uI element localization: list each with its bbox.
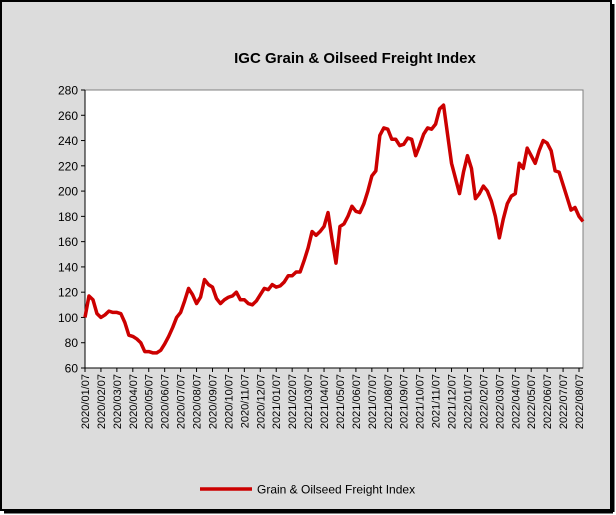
x-tick-label: 2021/01/07	[271, 374, 283, 429]
x-tick-label: 2022/07/07	[558, 374, 570, 429]
x-tick-label: 2020/05/07	[144, 374, 156, 429]
data-line	[83, 103, 585, 355]
x-tick-label: 2022/03/07	[494, 374, 506, 429]
y-tick-label: 160	[58, 235, 78, 249]
x-tick-label: 2020/12/07	[255, 374, 267, 429]
x-tick-label: 2021/06/07	[351, 374, 363, 429]
x-tick-label: 2021/08/07	[383, 374, 395, 429]
x-tick-label: 2021/07/07	[367, 374, 379, 429]
x-tick-label: 2022/06/07	[542, 374, 554, 429]
x-tick-label: 2021/02/07	[287, 374, 299, 429]
x-tick-label: 2020/02/07	[96, 374, 108, 429]
x-tick-label: 2022/01/07	[462, 374, 474, 429]
chart-title: IGC Grain & Oilseed Freight Index	[234, 50, 476, 67]
y-tick-label: 60	[65, 362, 79, 376]
y-tick-label: 240	[58, 134, 78, 148]
x-tick-label: 2020/04/07	[128, 374, 140, 429]
x-tick-label: 2021/12/07	[447, 374, 459, 429]
x-tick-label: 2022/02/07	[478, 374, 490, 429]
y-tick-label: 280	[58, 84, 78, 98]
x-tick-label: 2021/03/07	[303, 374, 315, 429]
x-tick-label: 2021/10/07	[415, 374, 427, 429]
x-tick-label: 2020/01/07	[80, 374, 92, 429]
x-tick-label: 2020/03/07	[112, 374, 124, 429]
x-tick-label: 2020/09/07	[207, 374, 219, 429]
x-tick-label: 2020/08/07	[192, 374, 204, 429]
y-tick-label: 180	[58, 210, 78, 224]
x-tick-label: 2020/07/07	[176, 374, 188, 429]
y-tick-label: 100	[58, 311, 78, 325]
x-tick-label: 2021/04/07	[319, 374, 331, 429]
y-tick-label: 200	[58, 185, 78, 199]
y-tick-label: 80	[65, 336, 79, 350]
x-tick-label: 2020/11/07	[239, 374, 251, 428]
y-tick-label: 140	[58, 260, 78, 274]
x-tick-label: 2021/05/07	[335, 374, 347, 429]
y-tick-label: 260	[58, 109, 78, 123]
x-tick-label: 2020/10/07	[223, 374, 235, 429]
legend-label: Grain & Oilseed Freight Index	[257, 483, 415, 497]
y-tick-label: 120	[58, 286, 78, 300]
x-tick-label: 2020/06/07	[160, 374, 172, 429]
x-tick-label: 2021/09/07	[399, 374, 411, 429]
x-tick-label: 2021/11/07	[431, 374, 443, 428]
x-tick-label: 2022/04/07	[510, 374, 522, 429]
x-tick-label: 2022/08/07	[574, 374, 586, 429]
x-tick-label: 2022/05/07	[526, 374, 538, 429]
plot-area	[84, 89, 584, 369]
y-tick-label: 220	[58, 159, 78, 173]
